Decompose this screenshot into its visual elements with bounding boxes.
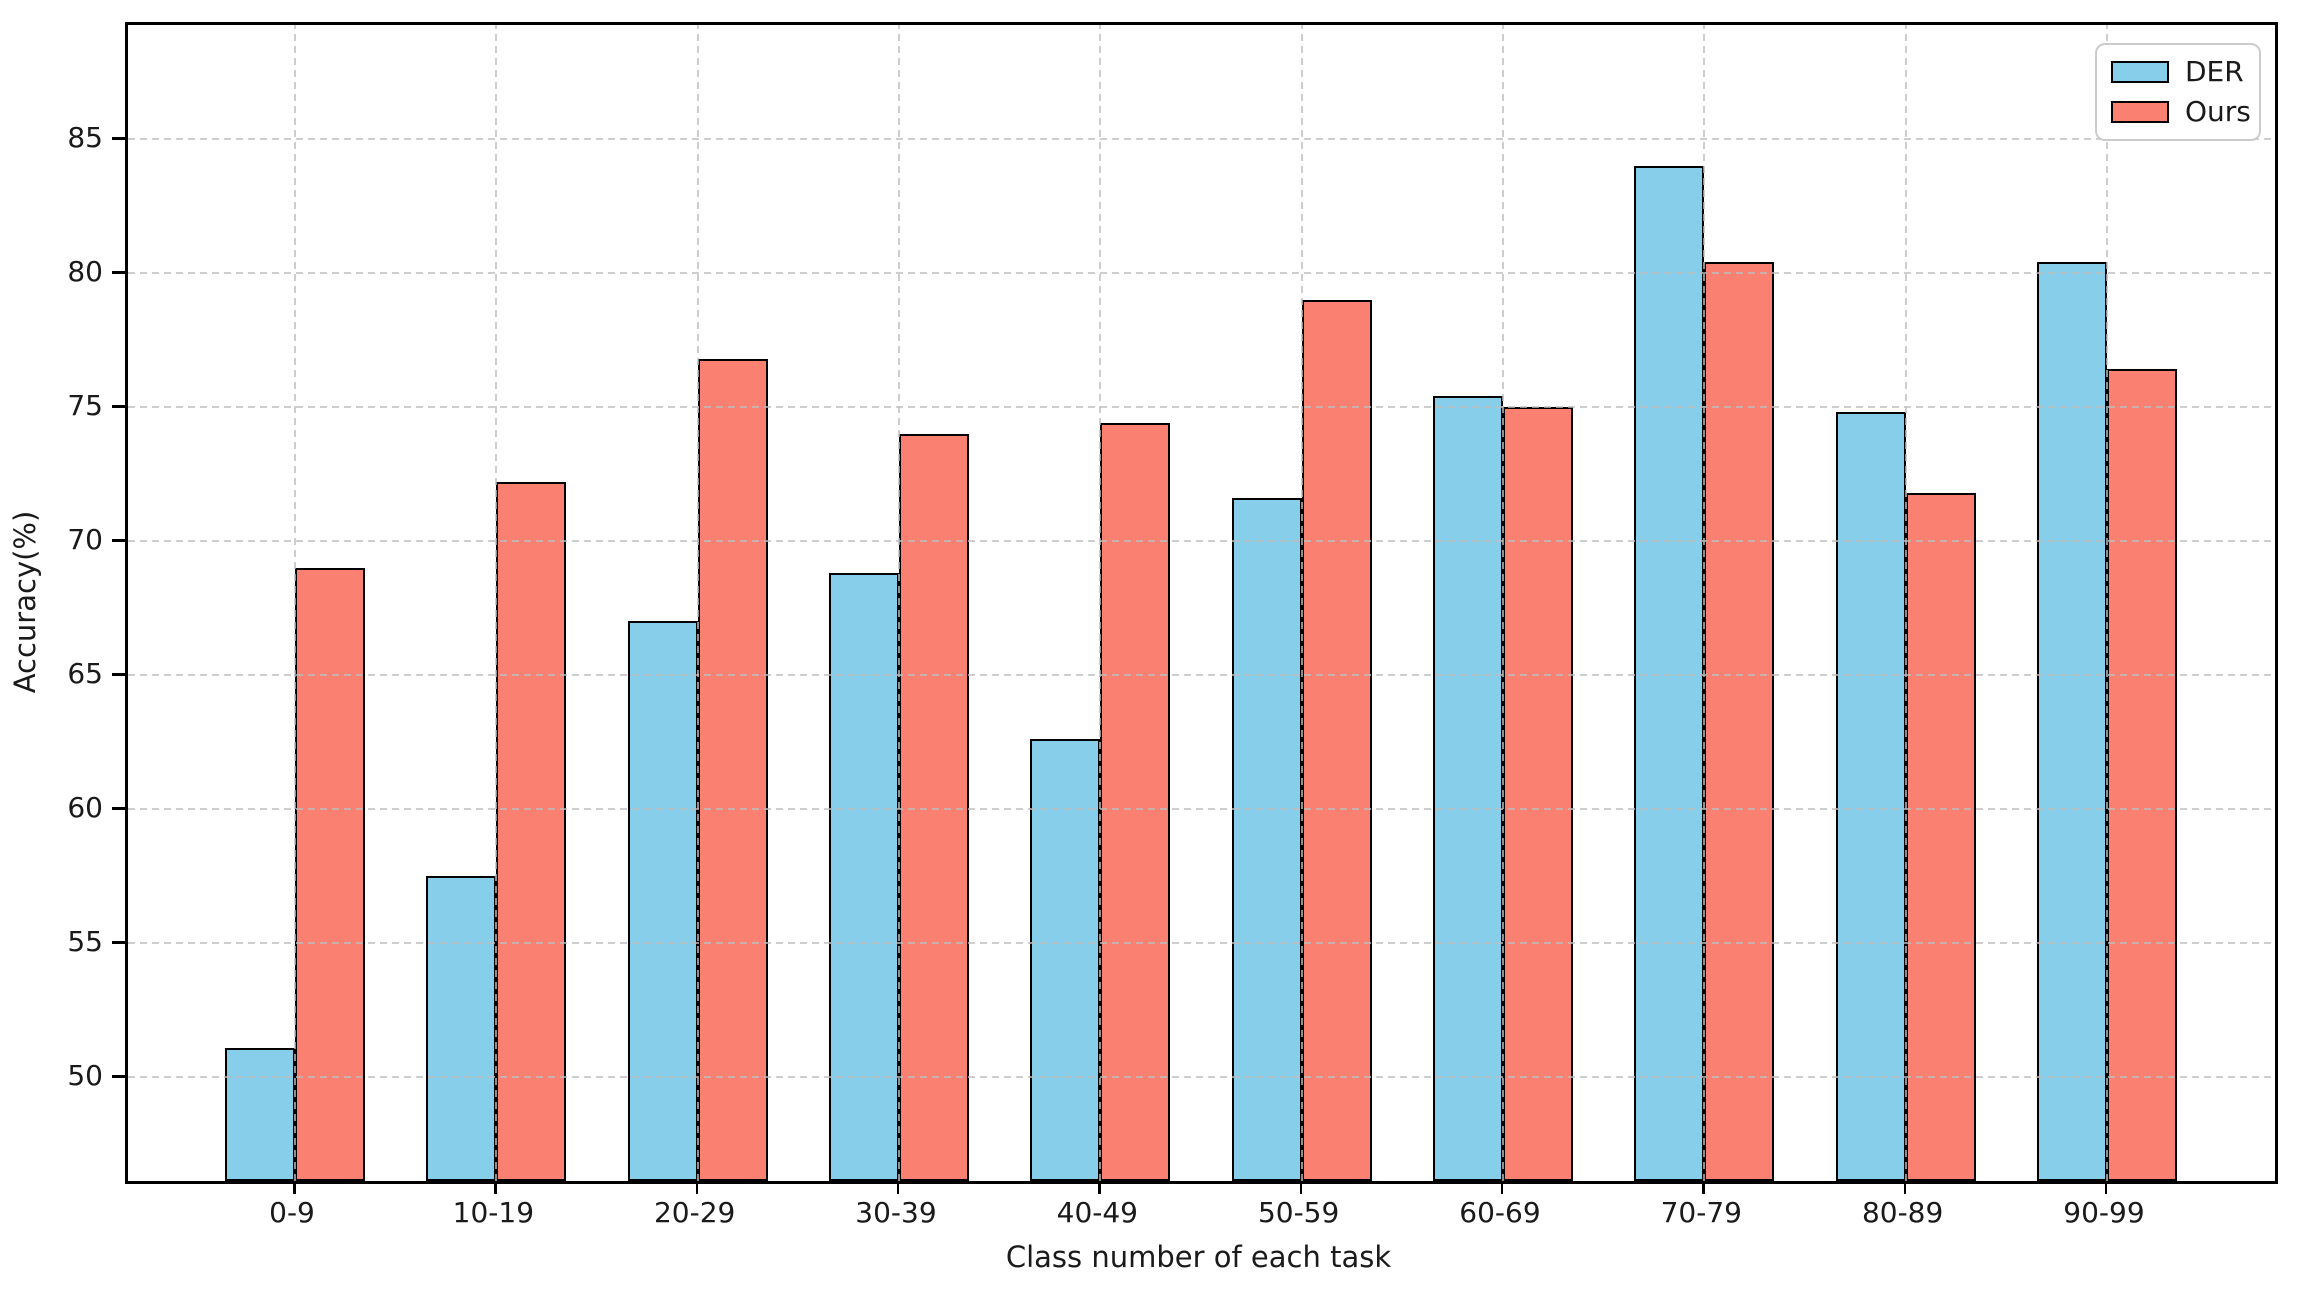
x-tick-40-49 — [1098, 1181, 1101, 1194]
x-tick-80-89 — [1903, 1181, 1907, 1194]
x-axis-label: Class number of each task — [1005, 1240, 1392, 1274]
bar-ours-40-49 — [1100, 423, 1171, 1181]
y-tick-85 — [112, 137, 125, 140]
x-tick-label-50-59: 50-59 — [1257, 1196, 1340, 1229]
bar-ours-10-19 — [496, 482, 567, 1181]
gridline-x-70-79 — [1703, 25, 1706, 1181]
bar-der-80-89 — [1835, 412, 1906, 1181]
bar-der-0-9 — [225, 1047, 295, 1181]
legend-swatch-ours — [2111, 101, 2169, 123]
y-tick-label-60: 60 — [67, 791, 103, 824]
gridline-x-20-29 — [696, 25, 699, 1181]
x-tick-label-80-89: 80-89 — [1861, 1196, 1944, 1229]
y-tick-label-75: 75 — [67, 389, 103, 422]
y-tick-70 — [112, 539, 125, 542]
legend-label-der: DER — [2185, 55, 2244, 88]
gridline-y-85 — [128, 138, 2275, 140]
gridline-y-55 — [128, 942, 2275, 944]
gridline-y-65 — [128, 674, 2275, 676]
legend-label-ours: Ours — [2185, 95, 2251, 128]
y-tick-65 — [112, 673, 125, 676]
bar-der-10-19 — [426, 876, 497, 1181]
y-tick-60 — [112, 807, 125, 810]
bar-der-20-29 — [627, 621, 698, 1181]
y-tick-label-85: 85 — [67, 121, 103, 154]
bar-der-50-59 — [1231, 498, 1302, 1181]
x-tick-50-59 — [1299, 1181, 1303, 1194]
gridline-y-80 — [128, 272, 2275, 274]
bar-der-30-39 — [828, 573, 899, 1181]
gridline-x-10-19 — [495, 25, 498, 1181]
gridline-x-0-9 — [294, 25, 296, 1181]
x-tick-label-90-99: 90-99 — [2063, 1196, 2145, 1229]
legend-swatch-der — [2111, 61, 2169, 83]
bar-ours-0-9 — [295, 567, 365, 1181]
y-tick-label-70: 70 — [67, 523, 103, 556]
bar-der-60-69 — [1432, 396, 1503, 1181]
x-tick-90-99 — [2104, 1181, 2108, 1194]
bar-ours-80-89 — [1905, 492, 1976, 1181]
y-tick-55 — [112, 941, 125, 944]
x-tick-label-20-29: 20-29 — [653, 1196, 736, 1229]
y-tick-label-50: 50 — [67, 1059, 103, 1092]
gridline-x-40-49 — [1099, 25, 1102, 1181]
plot-area: DER Ours — [125, 22, 2278, 1184]
bar-ours-70-79 — [1704, 262, 1775, 1181]
x-tick-20-29 — [695, 1181, 699, 1194]
x-tick-0-9 — [293, 1181, 296, 1194]
x-tick-label-60-69: 60-69 — [1459, 1196, 1541, 1229]
gridline-x-90-99 — [2105, 25, 2108, 1181]
x-tick-60-69 — [1500, 1181, 1504, 1194]
y-tick-50 — [112, 1075, 125, 1078]
y-tick-label-55: 55 — [67, 925, 103, 958]
x-tick-label-30-39: 30-39 — [855, 1196, 937, 1229]
x-tick-label-10-19: 10-19 — [452, 1196, 535, 1229]
gridline-y-60 — [128, 808, 2275, 810]
gridline-x-60-69 — [1501, 25, 1504, 1181]
x-tick-label-70-79: 70-79 — [1660, 1196, 1742, 1229]
x-tick-30-39 — [896, 1181, 900, 1194]
gridline-y-75 — [128, 406, 2275, 408]
y-tick-label-80: 80 — [67, 255, 103, 288]
bar-der-90-99 — [2036, 262, 2107, 1181]
y-tick-80 — [112, 271, 125, 274]
bar-ours-90-99 — [2106, 369, 2177, 1181]
gridline-x-30-39 — [897, 25, 900, 1181]
gridline-x-50-59 — [1300, 25, 1303, 1181]
legend-entry-der: DER — [2111, 57, 2245, 87]
x-tick-70-79 — [1702, 1181, 1705, 1194]
bar-ours-50-59 — [1301, 299, 1372, 1181]
y-tick-label-65: 65 — [67, 657, 103, 690]
legend: DER Ours — [2095, 43, 2261, 141]
x-tick-10-19 — [494, 1181, 497, 1194]
bar-ours-30-39 — [898, 433, 969, 1181]
y-tick-75 — [112, 405, 125, 408]
gridline-x-80-89 — [1904, 25, 1907, 1181]
x-tick-label-0-9: 0-9 — [269, 1196, 315, 1229]
legend-entry-ours: Ours — [2111, 97, 2251, 127]
bar-ours-60-69 — [1502, 407, 1573, 1181]
x-tick-label-40-49: 40-49 — [1056, 1196, 1138, 1229]
bar-ours-20-29 — [697, 358, 768, 1181]
gridline-y-70 — [128, 540, 2275, 542]
bar-der-40-49 — [1030, 739, 1101, 1181]
gridline-y-50 — [128, 1076, 2275, 1078]
